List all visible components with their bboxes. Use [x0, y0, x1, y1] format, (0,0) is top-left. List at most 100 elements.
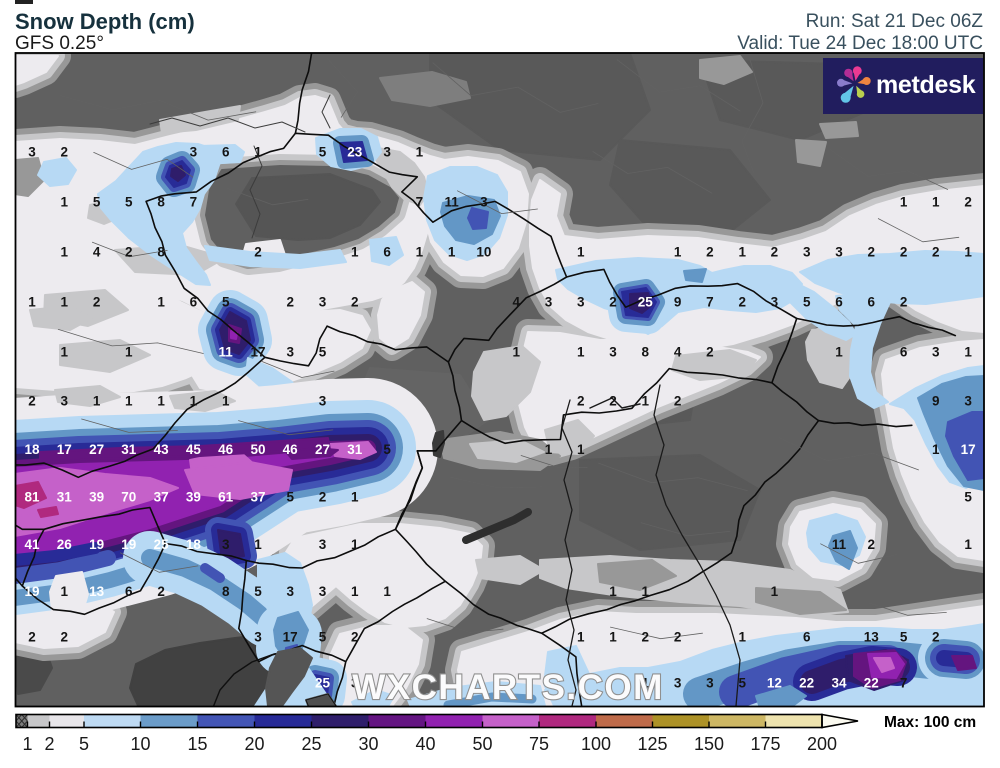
svg-text:1: 1 — [222, 394, 230, 409]
svg-text:11: 11 — [444, 195, 459, 210]
svg-text:1: 1 — [61, 584, 69, 599]
svg-text:9: 9 — [932, 394, 940, 409]
svg-text:2: 2 — [609, 295, 617, 310]
svg-text:1: 1 — [577, 345, 585, 360]
svg-text:6: 6 — [868, 295, 876, 310]
svg-text:22: 22 — [799, 676, 814, 691]
svg-text:3: 3 — [190, 145, 198, 160]
svg-text:31: 31 — [57, 490, 73, 505]
svg-text:19: 19 — [89, 537, 104, 552]
svg-text:2: 2 — [61, 630, 69, 645]
svg-text:75: 75 — [529, 734, 549, 754]
svg-text:1: 1 — [416, 245, 424, 260]
svg-text:1: 1 — [642, 584, 650, 599]
svg-text:2: 2 — [738, 295, 746, 310]
svg-text:25: 25 — [301, 734, 321, 754]
svg-text:8: 8 — [157, 195, 165, 210]
svg-text:2: 2 — [868, 245, 876, 260]
svg-text:3: 3 — [61, 394, 69, 409]
svg-text:13: 13 — [89, 584, 105, 599]
svg-text:2: 2 — [609, 394, 617, 409]
svg-text:3: 3 — [319, 394, 327, 409]
svg-text:2: 2 — [577, 394, 585, 409]
svg-text:43: 43 — [154, 442, 170, 457]
svg-text:6: 6 — [190, 295, 198, 310]
svg-text:19: 19 — [121, 537, 136, 552]
svg-text:25: 25 — [315, 676, 331, 691]
svg-text:6: 6 — [125, 584, 133, 599]
svg-text:2: 2 — [44, 734, 54, 754]
svg-text:3: 3 — [545, 295, 553, 310]
svg-text:2: 2 — [286, 295, 294, 310]
svg-text:31: 31 — [121, 442, 137, 457]
svg-text:41: 41 — [24, 537, 40, 552]
svg-text:6: 6 — [900, 345, 908, 360]
svg-text:1: 1 — [22, 734, 32, 754]
svg-text:13: 13 — [864, 630, 880, 645]
svg-text:12: 12 — [767, 676, 782, 691]
svg-text:34: 34 — [831, 676, 847, 691]
svg-text:GFS 0.25°: GFS 0.25° — [15, 33, 104, 54]
svg-text:22: 22 — [864, 676, 879, 691]
svg-text:70: 70 — [121, 490, 136, 505]
svg-text:26: 26 — [57, 537, 73, 552]
svg-text:11: 11 — [832, 537, 847, 552]
svg-text:1: 1 — [771, 584, 779, 599]
svg-text:11: 11 — [219, 345, 234, 360]
svg-text:37: 37 — [250, 490, 265, 505]
svg-text:1: 1 — [448, 245, 456, 260]
svg-text:2: 2 — [28, 630, 36, 645]
svg-text:1: 1 — [577, 245, 585, 260]
svg-text:1: 1 — [125, 394, 133, 409]
svg-text:25: 25 — [154, 537, 170, 552]
svg-text:18: 18 — [186, 537, 202, 552]
svg-text:125: 125 — [637, 734, 667, 754]
svg-text:1: 1 — [61, 295, 69, 310]
svg-text:2: 2 — [351, 630, 359, 645]
svg-text:1: 1 — [512, 345, 520, 360]
svg-text:3: 3 — [222, 537, 230, 552]
svg-text:20: 20 — [244, 734, 264, 754]
svg-text:39: 39 — [186, 490, 201, 505]
svg-text:7: 7 — [706, 295, 714, 310]
svg-text:3: 3 — [319, 537, 327, 552]
svg-text:Run: Sat 21 Dec 06Z: Run: Sat 21 Dec 06Z — [806, 11, 984, 32]
svg-text:3: 3 — [964, 394, 972, 409]
svg-text:61: 61 — [218, 490, 234, 505]
svg-text:1: 1 — [642, 676, 650, 691]
svg-text:3: 3 — [286, 584, 294, 599]
svg-text:2: 2 — [61, 145, 69, 160]
svg-text:1: 1 — [609, 630, 617, 645]
svg-text:2: 2 — [771, 245, 779, 260]
svg-text:17: 17 — [57, 442, 72, 457]
svg-text:1: 1 — [351, 584, 359, 599]
svg-text:2: 2 — [932, 245, 940, 260]
svg-text:1: 1 — [738, 245, 746, 260]
svg-text:5: 5 — [286, 490, 294, 505]
svg-text:1: 1 — [157, 295, 165, 310]
svg-text:3: 3 — [319, 584, 327, 599]
svg-text:1: 1 — [964, 537, 972, 552]
svg-text:1: 1 — [157, 394, 165, 409]
svg-text:3: 3 — [286, 345, 294, 360]
svg-text:8: 8 — [222, 584, 230, 599]
svg-text:1: 1 — [351, 537, 359, 552]
svg-text:3: 3 — [480, 195, 488, 210]
svg-text:15: 15 — [187, 734, 207, 754]
svg-text:1: 1 — [61, 345, 69, 360]
svg-text:5: 5 — [803, 295, 811, 310]
svg-text:100: 100 — [581, 734, 611, 754]
svg-text:10: 10 — [130, 734, 150, 754]
svg-text:3: 3 — [609, 345, 617, 360]
svg-text:1: 1 — [383, 584, 391, 599]
svg-text:6: 6 — [803, 630, 811, 645]
svg-text:3: 3 — [254, 630, 262, 645]
svg-text:8: 8 — [642, 345, 650, 360]
svg-text:5: 5 — [738, 676, 746, 691]
svg-text:1: 1 — [674, 245, 682, 260]
svg-text:5: 5 — [319, 630, 327, 645]
svg-text:5: 5 — [319, 345, 327, 360]
svg-text:45: 45 — [186, 442, 202, 457]
svg-text:3: 3 — [577, 295, 585, 310]
svg-text:3: 3 — [674, 676, 682, 691]
